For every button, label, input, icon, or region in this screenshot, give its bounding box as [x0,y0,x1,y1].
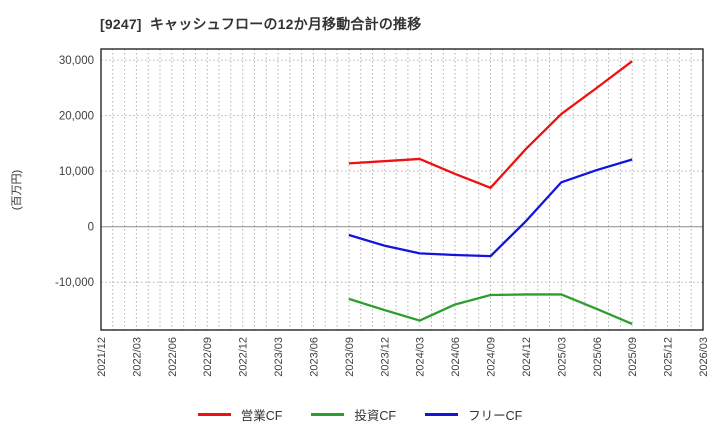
series-line-2 [348,158,633,258]
x-gridlines [112,49,692,330]
operating-cf-line-swatch [197,413,231,416]
legend-label-investing-cf: 投資CF [354,409,397,423]
svg-text:0: 0 [88,222,94,234]
svg-text:2024/03: 2024/03 [415,337,427,377]
svg-text:2023/09: 2023/09 [344,337,356,377]
svg-text:2024/12: 2024/12 [521,337,533,377]
svg-text:2021/12: 2021/12 [96,337,108,377]
x-tick-labels: 2021/12 2022/03 2022/06 2022/09 2022/12 2023/… [96,337,710,377]
chart-legend: 営業CF 投資CF フリーCF [0,405,720,424]
chart-title: [9247] キャッシュフローの12か月移動合計の推移 [100,16,422,32]
series-lines [348,60,633,325]
svg-text:2024/09: 2024/09 [486,337,498,377]
legend-item-operating-cf: 営業CF [197,405,283,424]
legend-item-free-cf: フリーCF [425,405,522,424]
svg-text:2022/03: 2022/03 [131,337,143,377]
svg-text:2023/06: 2023/06 [308,337,320,377]
svg-text:10,000: 10,000 [59,166,94,178]
y-tick-labels: 30,000 20,000 10,000 0 -10,000 [55,55,94,289]
svg-text:30,000: 30,000 [59,55,94,67]
svg-text:2024/06: 2024/06 [450,337,462,377]
svg-text:-10,000: -10,000 [55,277,94,289]
series-line-0 [348,60,633,189]
svg-text:2022/06: 2022/06 [167,337,179,377]
svg-text:2022/12: 2022/12 [238,337,250,377]
svg-text:2022/09: 2022/09 [202,337,214,377]
series-line-1 [348,293,633,325]
investing-cf-line-swatch [311,413,345,416]
svg-text:2025/03: 2025/03 [556,337,568,377]
svg-text:2026/03: 2026/03 [698,337,710,377]
legend-label-operating-cf: 営業CF [240,409,283,423]
svg-text:2025/06: 2025/06 [592,337,604,377]
legend-label-free-cf: フリーCF [468,409,523,423]
svg-text:20,000: 20,000 [59,111,94,123]
svg-text:2023/03: 2023/03 [273,337,285,377]
svg-text:2025/09: 2025/09 [627,337,639,377]
free-cf-line-swatch [425,413,459,416]
svg-text:2023/12: 2023/12 [379,337,391,377]
plot-border [100,48,704,331]
svg-text:2025/12: 2025/12 [663,337,675,377]
y-gridlines [101,59,703,283]
legend-item-investing-cf: 投資CF [311,405,396,424]
